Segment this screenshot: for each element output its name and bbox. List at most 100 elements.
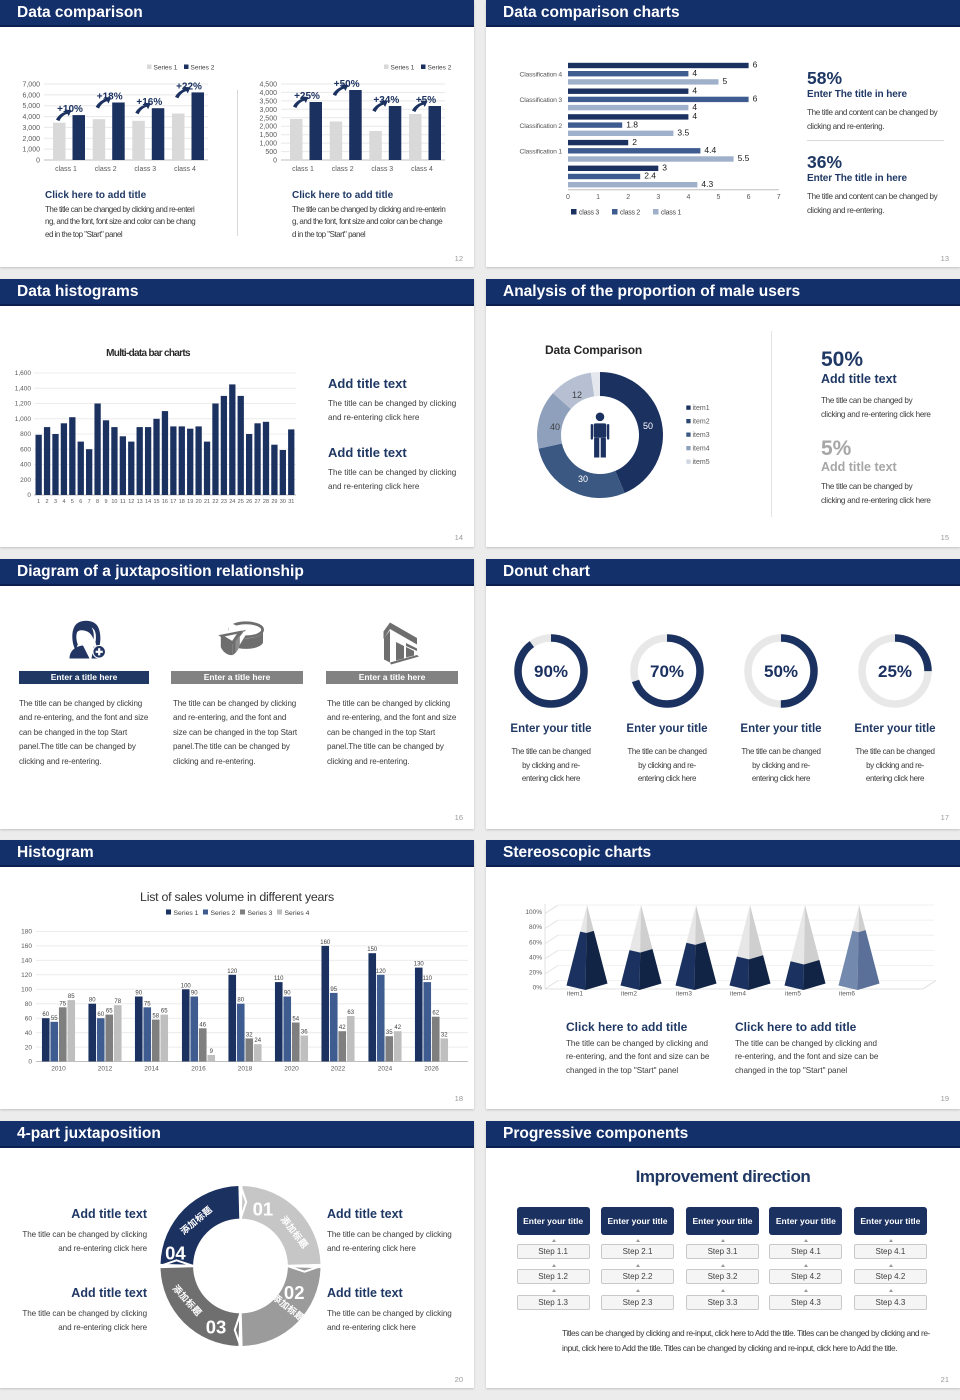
svg-text:9: 9: [210, 1049, 214, 1055]
svg-text:7,000: 7,000: [22, 82, 40, 89]
svg-text:+10%: +10%: [57, 104, 83, 115]
svg-text:2,500: 2,500: [259, 115, 277, 122]
svg-text:2024: 2024: [378, 1066, 393, 1073]
svg-text:Classification 2: Classification 2: [519, 123, 562, 130]
svg-text:5,000: 5,000: [22, 103, 40, 110]
svg-text:+16%: +16%: [136, 97, 162, 108]
svg-text:31: 31: [288, 499, 294, 505]
svg-text:03: 03: [206, 1316, 227, 1337]
svg-text:0%: 0%: [533, 985, 543, 992]
svg-text:1,000: 1,000: [15, 416, 32, 423]
svg-text:4,000: 4,000: [259, 90, 277, 97]
svg-text:58: 58: [152, 1014, 159, 1020]
svg-text:75: 75: [59, 1001, 66, 1007]
svg-text:60: 60: [97, 1012, 104, 1018]
svg-text:25%: 25%: [878, 662, 912, 681]
svg-text:2018: 2018: [238, 1066, 253, 1073]
svg-text:85: 85: [68, 994, 75, 1000]
svg-text:70%: 70%: [650, 662, 684, 681]
svg-text:Classification 4: Classification 4: [519, 71, 562, 78]
svg-text:24: 24: [229, 499, 235, 505]
svg-text:2016: 2016: [191, 1066, 206, 1073]
svg-text:2012: 2012: [98, 1066, 113, 1073]
svg-text:class 2: class 2: [332, 166, 354, 173]
svg-text:80%: 80%: [529, 924, 542, 931]
svg-text:1,400: 1,400: [15, 386, 32, 393]
svg-text:class 2: class 2: [620, 210, 640, 217]
svg-text:4: 4: [692, 102, 697, 112]
svg-text:item2: item2: [693, 418, 710, 425]
svg-text:5.5: 5.5: [738, 153, 750, 163]
svg-text:+22%: +22%: [176, 81, 202, 92]
svg-text:item4: item4: [693, 445, 710, 452]
svg-text:Classification 3: Classification 3: [519, 97, 562, 104]
svg-text:80: 80: [25, 1001, 33, 1008]
svg-text:180: 180: [21, 929, 32, 936]
svg-text:36: 36: [301, 1030, 308, 1036]
svg-text:16: 16: [162, 499, 168, 505]
svg-text:1: 1: [37, 499, 40, 505]
svg-text:8: 8: [96, 499, 99, 505]
svg-text:120: 120: [376, 969, 387, 975]
svg-text:0: 0: [273, 158, 277, 165]
svg-text:3,000: 3,000: [259, 107, 277, 114]
svg-text:0: 0: [28, 1059, 32, 1066]
svg-text:class 4: class 4: [411, 166, 433, 173]
svg-text:17: 17: [170, 499, 176, 505]
svg-text:23: 23: [221, 499, 227, 505]
svg-text:160: 160: [320, 940, 331, 946]
svg-text:item3: item3: [693, 432, 710, 439]
svg-text:3: 3: [662, 163, 667, 173]
svg-text:class 3: class 3: [371, 166, 393, 173]
svg-text:3,500: 3,500: [259, 98, 277, 105]
svg-text:65: 65: [106, 1009, 113, 1015]
svg-text:02: 02: [284, 1282, 305, 1303]
svg-text:3.5: 3.5: [677, 128, 689, 138]
svg-text:40: 40: [25, 1030, 33, 1037]
svg-text:2020: 2020: [284, 1066, 299, 1073]
svg-text:100: 100: [21, 987, 32, 994]
svg-text:item5: item5: [785, 991, 801, 998]
svg-text:35: 35: [386, 1030, 393, 1036]
svg-text:+25%: +25%: [294, 91, 320, 102]
svg-text:1,000: 1,000: [22, 147, 40, 154]
svg-text:2014: 2014: [144, 1066, 159, 1073]
svg-text:54: 54: [292, 1017, 299, 1023]
svg-text:19: 19: [187, 499, 193, 505]
svg-text:12: 12: [572, 390, 582, 400]
svg-text:28: 28: [263, 499, 269, 505]
svg-text:10: 10: [111, 499, 117, 505]
svg-text:80: 80: [237, 998, 244, 1004]
svg-text:400: 400: [20, 462, 31, 469]
svg-text:1,000: 1,000: [259, 141, 277, 148]
svg-text:Series 1: Series 1: [174, 910, 199, 917]
svg-text:46: 46: [199, 1022, 206, 1028]
svg-text:item3: item3: [676, 991, 692, 998]
svg-text:Series 2: Series 2: [211, 910, 236, 917]
svg-text:2026: 2026: [424, 1066, 439, 1073]
svg-text:120: 120: [21, 972, 32, 979]
svg-text:27: 27: [255, 499, 261, 505]
svg-text:3: 3: [54, 499, 57, 505]
svg-text:04: 04: [165, 1242, 186, 1263]
svg-text:160: 160: [21, 943, 32, 950]
svg-text:62: 62: [432, 1011, 439, 1017]
svg-text:0: 0: [566, 194, 570, 201]
svg-text:20: 20: [196, 499, 202, 505]
svg-text:6,000: 6,000: [22, 92, 40, 99]
svg-text:15: 15: [153, 499, 159, 505]
svg-text:90: 90: [135, 991, 142, 997]
svg-text:26: 26: [246, 499, 252, 505]
svg-text:90%: 90%: [534, 662, 568, 681]
svg-text:class 1: class 1: [661, 210, 681, 217]
svg-text:2: 2: [46, 499, 49, 505]
svg-text:30: 30: [280, 499, 286, 505]
svg-text:11: 11: [120, 499, 126, 505]
svg-text:item5: item5: [693, 459, 710, 466]
svg-text:80: 80: [89, 998, 96, 1004]
svg-text:60: 60: [25, 1015, 33, 1022]
svg-text:4,500: 4,500: [259, 82, 277, 89]
svg-text:65: 65: [161, 1009, 168, 1015]
svg-text:90: 90: [284, 991, 291, 997]
svg-text:21: 21: [204, 499, 210, 505]
